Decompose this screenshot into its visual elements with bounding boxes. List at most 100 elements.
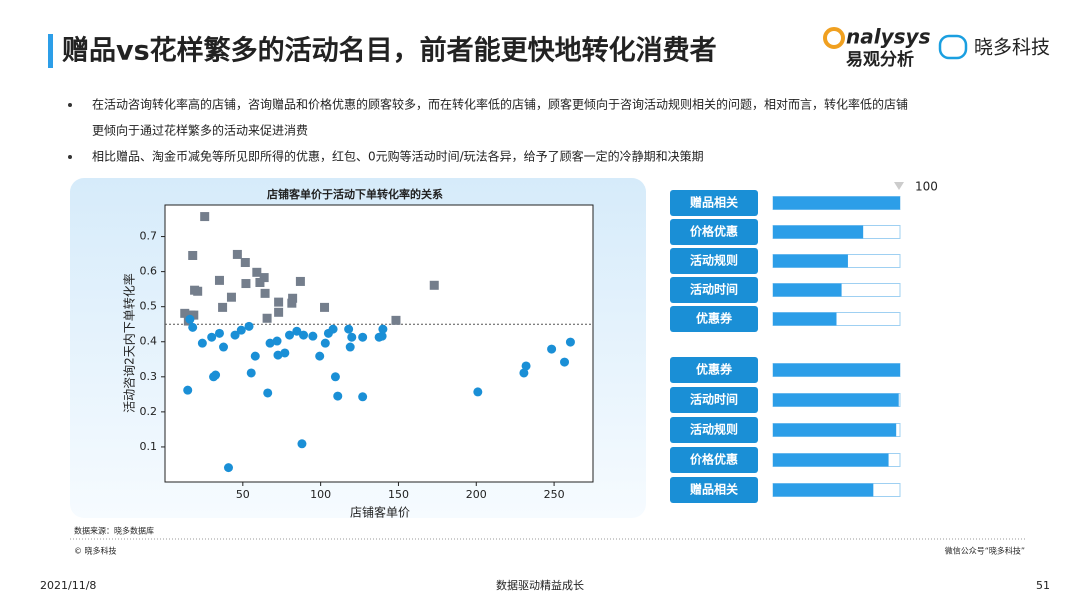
y-tick-label: 0.2 — [140, 405, 158, 418]
chart-title: 店铺客单价于活动下单转化率的关系 — [267, 187, 443, 201]
point — [207, 332, 217, 342]
category-box — [670, 417, 758, 443]
point — [560, 357, 570, 367]
point — [288, 293, 298, 303]
point — [244, 321, 254, 331]
bullet-text: 相比赠品、淘金币减免等所见即所得的优惠，红包、0元购等活动时间/玩法各异，给予了… — [92, 149, 704, 164]
category-box — [670, 277, 758, 303]
point — [214, 275, 224, 285]
bullet — [68, 103, 72, 107]
slogan: 数据驱动精益成长 — [496, 578, 584, 592]
x-tick-label: 50 — [236, 488, 250, 501]
point — [473, 387, 483, 397]
bar — [773, 254, 848, 268]
point — [308, 331, 318, 341]
point — [274, 307, 284, 317]
logo-icon — [938, 34, 968, 60]
logo-icon — [823, 27, 845, 49]
page-number: 51 — [1036, 579, 1050, 592]
point — [197, 338, 207, 348]
point — [297, 439, 307, 449]
tick-label: 100 — [915, 180, 938, 194]
y-tick-label: 0.6 — [140, 265, 158, 278]
point — [193, 286, 203, 296]
category-label: 优惠券 — [696, 362, 733, 377]
point — [263, 388, 273, 398]
point — [295, 276, 305, 286]
category-label: 优惠券 — [696, 311, 733, 326]
x-tick-label: 100 — [310, 488, 331, 501]
y-tick-label: 0.7 — [140, 230, 158, 243]
logo-text: nalysys — [846, 25, 931, 49]
point — [521, 361, 531, 371]
category-label: 活动规则 — [690, 253, 738, 268]
category-label: 价格优惠 — [690, 224, 738, 239]
point — [200, 212, 210, 222]
point — [236, 325, 246, 335]
category-box — [670, 357, 758, 383]
point — [391, 315, 401, 325]
category-label: 价格优惠 — [690, 452, 738, 467]
point — [255, 277, 265, 287]
point — [347, 332, 357, 342]
tick-marker — [894, 182, 904, 190]
point — [211, 370, 221, 380]
point — [180, 308, 190, 318]
point — [280, 348, 290, 358]
category-box — [670, 306, 758, 332]
point — [358, 392, 368, 402]
point — [189, 310, 199, 320]
point — [246, 368, 256, 378]
x-tick-label: 200 — [466, 488, 487, 501]
point — [188, 322, 198, 332]
bullet-text: 在活动咨询转化率高的店铺，咨询赠品和价格优惠的顾客较多，而在转化率低的店铺，顾客… — [92, 97, 908, 112]
point — [320, 338, 330, 348]
bar — [773, 312, 837, 326]
point — [285, 330, 295, 340]
y-axis-label: 活动咨询2天内下单转化率 — [122, 273, 137, 413]
source: 数据来源：晓多数据库 — [74, 526, 154, 536]
bar — [773, 225, 864, 239]
point — [183, 385, 193, 395]
logo-text: 晓多科技 — [974, 37, 1050, 59]
point — [287, 298, 297, 308]
point — [344, 324, 354, 334]
category-label: 活动时间 — [690, 392, 738, 407]
point — [320, 302, 330, 312]
point — [262, 313, 272, 323]
category-box — [670, 219, 758, 245]
bullet-text: 更倾向于通过花样繁多的活动来促进消费 — [92, 123, 308, 138]
bar — [773, 283, 842, 297]
point — [240, 258, 250, 268]
point — [547, 344, 557, 354]
date: 2021/11/8 — [40, 579, 96, 592]
title-accent — [48, 34, 53, 68]
point — [565, 337, 575, 347]
y-tick-label: 0.5 — [140, 300, 158, 313]
point — [214, 328, 224, 338]
x-tick-label: 150 — [388, 488, 409, 501]
point — [377, 331, 387, 341]
bullet — [68, 155, 72, 159]
point — [185, 314, 195, 324]
point — [218, 302, 228, 312]
point — [273, 350, 283, 360]
point — [272, 336, 282, 346]
point — [315, 351, 325, 361]
x-axis-label: 店铺客单价 — [350, 505, 410, 520]
point — [345, 342, 355, 352]
point — [519, 368, 529, 378]
bar — [773, 196, 900, 210]
point — [330, 372, 340, 382]
logo-text: 易观分析 — [846, 49, 914, 70]
bar — [773, 453, 889, 467]
point — [250, 351, 260, 361]
point — [226, 292, 236, 302]
point — [259, 273, 269, 283]
bar — [773, 393, 899, 407]
bar — [773, 423, 897, 437]
point — [328, 324, 338, 334]
category-box — [670, 477, 758, 503]
category-box — [670, 248, 758, 274]
